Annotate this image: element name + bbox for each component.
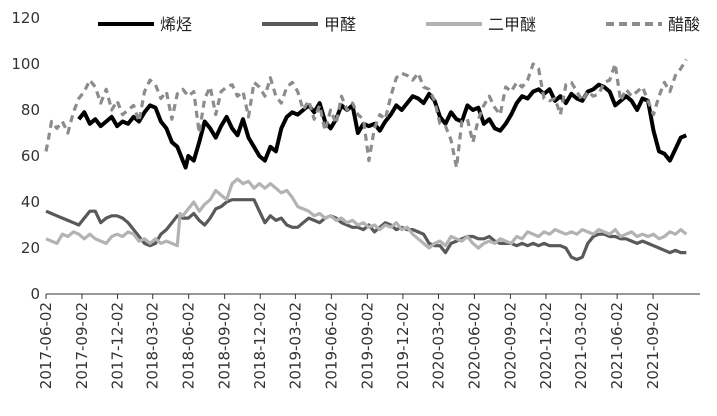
y-tick-label: 80: [21, 101, 40, 119]
legend-item-dme: 二甲醚: [426, 15, 536, 34]
x-tick-label: 2017-09-02: [73, 302, 91, 389]
y-tick-label: 40: [21, 193, 40, 211]
y-tick-label: 100: [11, 55, 40, 73]
legend-label-acetic-acid: 醋酸: [668, 15, 700, 34]
legend-label-formaldehyde: 甲醛: [324, 15, 356, 34]
x-tick-label: 2020-09-02: [501, 302, 519, 389]
series-layer: [44, 58, 688, 262]
x-tick-label: 2018-12-02: [251, 302, 269, 389]
x-tick-label: 2018-03-02: [144, 302, 162, 389]
series-line-formaldehyde: [45, 198, 687, 262]
y-axis: 0 20 40 60 80 100 120: [11, 9, 40, 303]
x-tick-label: 2019-06-02: [322, 302, 340, 389]
x-tick-label: 2019-03-02: [286, 302, 304, 389]
series-line-acetic-acid: [44, 58, 688, 170]
x-tick-label: 2019-12-02: [394, 302, 412, 389]
x-axis: 2017-06-02 2017-09-02 2017-12-02 2018-03-02…: [37, 293, 700, 389]
x-tick-label: 2020-03-02: [429, 302, 447, 389]
x-tick-label: 2021-06-02: [608, 302, 626, 389]
y-tick-label: 60: [21, 147, 40, 165]
y-tick-label: 20: [21, 239, 40, 257]
legend-label-olefin: 烯烃: [160, 15, 192, 34]
legend-item-olefin: 烯烃: [98, 15, 192, 34]
x-tick-label: 2017-12-02: [109, 302, 127, 389]
legend-item-acetic-acid: 醋酸: [606, 15, 700, 34]
series-line-dme: [45, 177, 688, 250]
legend-label-dme: 二甲醚: [488, 15, 536, 34]
x-tick-label: 2017-06-02: [37, 302, 55, 389]
legend: 烯烃 甲醛 二甲醚 醋酸: [98, 15, 700, 34]
x-tick-label: 2020-12-02: [537, 302, 555, 389]
legend-item-formaldehyde: 甲醛: [262, 15, 356, 34]
y-tick-label: 0: [30, 285, 40, 303]
x-tick-label: 2018-09-02: [216, 302, 234, 389]
x-tick-label: 2021-09-02: [644, 302, 662, 389]
x-tick-label: 2021-03-02: [572, 302, 590, 389]
x-tick-label: 2018-06-02: [180, 302, 198, 389]
x-tick-label: 2019-09-02: [358, 302, 376, 389]
x-tick-label: 2020-06-02: [465, 302, 483, 389]
y-tick-label: 120: [11, 9, 40, 27]
